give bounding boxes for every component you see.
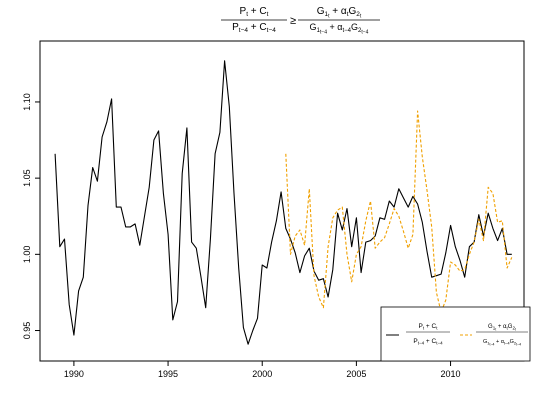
series-layer [54, 60, 513, 345]
series-line-pc-ratio [54, 60, 512, 345]
x-axis: 1990 1995 2000 2005 2010 [64, 361, 461, 379]
x-tick-label: 2000 [252, 369, 272, 379]
title-rhs-numerator: G1t + αtG2t [317, 6, 362, 20]
legend-label-series-2-numerator: G1t + αtG2t [488, 324, 516, 332]
series-line-g-ratio [285, 110, 513, 313]
x-tick-label: 1990 [64, 369, 84, 379]
title-relation: ≥ [290, 15, 296, 27]
y-tick-label: 0.95 [22, 322, 32, 340]
legend-label-series-1-denominator: Pt−4 + Ct−4 [413, 338, 443, 346]
title-lhs-denominator: Pt−4 + Ct−4 [232, 22, 276, 34]
chart-title: Pt + Ct Pt−4 + Ct−4 ≥ G1t + αtG2t G1t−4 … [221, 6, 380, 36]
x-tick-label: 2005 [346, 369, 366, 379]
y-tick-label: 1.10 [22, 93, 32, 111]
plot-frame [39, 40, 525, 362]
x-tick-label: 1995 [158, 369, 178, 379]
legend-label-series-2-denominator: G1t−4 + αt−4G2t−4 [483, 339, 521, 347]
x-tick-label: 2010 [441, 369, 461, 379]
title-lhs-numerator: Pt + Ct [240, 6, 269, 18]
y-tick-label: 1.00 [22, 246, 32, 264]
legend: Pt + Ct Pt−4 + Ct−4 G1t + αtG2t G1t−4 + … [380, 306, 531, 362]
y-tick-label: 1.05 [22, 169, 32, 187]
legend-box [380, 306, 531, 362]
legend-label-series-1-numerator: Pt + Ct [419, 323, 439, 331]
title-rhs-denominator: G1t−4 + αt−4G2t−4 [310, 22, 369, 36]
y-axis: 0.95 1.00 1.05 1.10 [22, 93, 40, 339]
